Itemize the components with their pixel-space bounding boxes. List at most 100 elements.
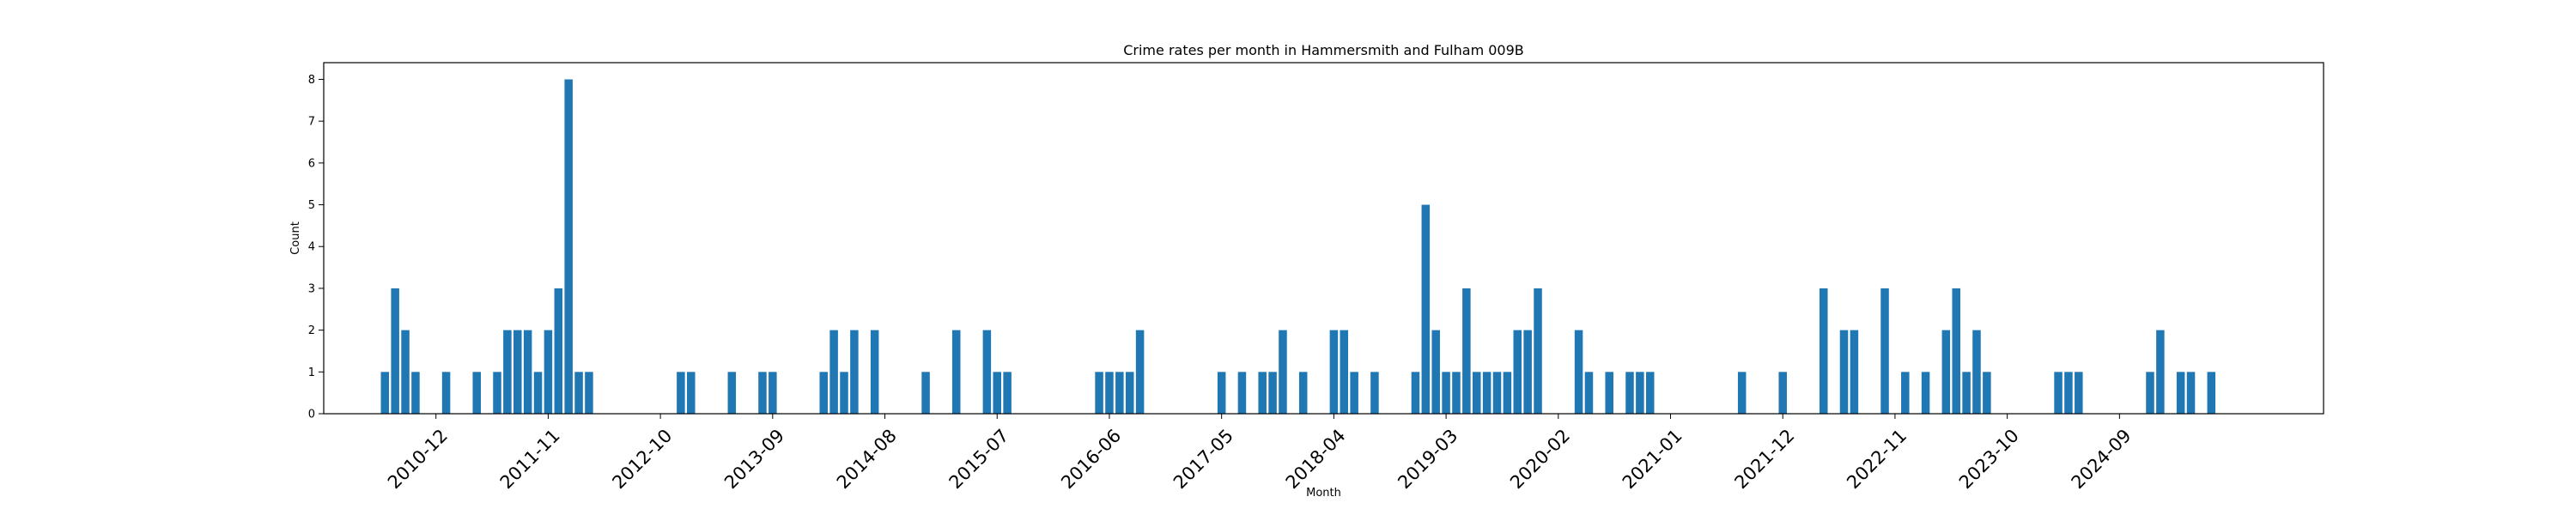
- bar: [829, 330, 838, 414]
- bar: [1452, 372, 1461, 414]
- bar: [1003, 372, 1012, 414]
- bar: [503, 330, 512, 414]
- bar: [1901, 372, 1910, 414]
- bar: [1941, 330, 1951, 414]
- bar: [1370, 372, 1379, 414]
- y-tick-label: 7: [308, 116, 315, 129]
- bar: [951, 330, 961, 414]
- bar: [1778, 372, 1787, 414]
- bar: [1605, 372, 1613, 414]
- bar: [1421, 204, 1431, 414]
- bar: [544, 330, 553, 414]
- bar: [533, 372, 543, 414]
- y-tick-label: 3: [308, 282, 315, 295]
- x-tick-label: 2013-09: [720, 425, 788, 493]
- bar: [993, 372, 1002, 414]
- bar: [1850, 330, 1859, 414]
- bar: [1839, 330, 1849, 414]
- bar: [585, 372, 593, 414]
- bar: [1645, 372, 1655, 414]
- x-tick-label: 2024-09: [2068, 425, 2136, 493]
- bar: [1431, 330, 1440, 414]
- bar: [1258, 372, 1267, 414]
- bar: [819, 372, 829, 414]
- bar: [2146, 372, 2154, 414]
- bars-group: [380, 79, 2216, 414]
- y-tick-label: 6: [308, 157, 315, 170]
- bar: [1972, 330, 1981, 414]
- bar: [850, 330, 859, 414]
- bar: [1115, 372, 1124, 414]
- bar: [554, 288, 563, 414]
- x-tick-label: 2023-10: [1955, 425, 2023, 493]
- y-tick-label: 1: [308, 367, 315, 379]
- y-axis-ticks: 0 1 2 3 4 5 6 7 8: [308, 74, 324, 421]
- x-tick-label: 2015-07: [945, 425, 1013, 493]
- bar: [564, 79, 573, 414]
- y-tick-label: 5: [308, 199, 315, 212]
- bar: [1636, 372, 1644, 414]
- bar: [1279, 330, 1287, 414]
- bar: [1482, 372, 1492, 414]
- bar: [493, 372, 501, 414]
- y-tick-label: 0: [308, 409, 315, 421]
- x-tick-label: 2016-06: [1057, 425, 1125, 493]
- bar: [769, 372, 777, 414]
- y-tick-label: 8: [308, 74, 315, 87]
- bar: [472, 372, 481, 414]
- bar: [1921, 372, 1930, 414]
- bar: [1411, 372, 1420, 414]
- bar: [1329, 330, 1339, 414]
- bar: [2186, 372, 2196, 414]
- bar: [1237, 372, 1247, 414]
- bar: [1584, 372, 1594, 414]
- bar: [921, 372, 930, 414]
- x-tick-label: 2014-08: [833, 425, 901, 493]
- bar: [391, 288, 399, 414]
- bar: [1962, 372, 1971, 414]
- x-axis-ticks: 2010-12 2011-11 2012-10 2013-09 2014-08 2015-…: [384, 414, 2136, 493]
- x-tick-label: 2021-12: [1730, 425, 1798, 493]
- bar: [1298, 372, 1308, 414]
- x-axis-label: Month: [1306, 487, 1341, 500]
- x-tick-label: 2019-03: [1394, 425, 1461, 493]
- x-tick-label: 2010-12: [384, 425, 452, 493]
- bar: [1462, 288, 1471, 414]
- x-tick-label: 2012-10: [608, 425, 676, 493]
- bar: [982, 330, 992, 414]
- bar: [441, 372, 451, 414]
- bar: [2075, 372, 2083, 414]
- bar: [1472, 372, 1481, 414]
- bar: [1125, 372, 1134, 414]
- bar: [380, 372, 390, 414]
- bar: [687, 372, 696, 414]
- bar: [1513, 330, 1522, 414]
- bar: [1105, 372, 1114, 414]
- chart-title: Crime rates per month in Hammersmith and…: [1123, 42, 1524, 58]
- bar: [1268, 372, 1277, 414]
- bar: [677, 372, 685, 414]
- bar: [840, 372, 848, 414]
- bar: [1492, 372, 1502, 414]
- bar: [2156, 330, 2165, 414]
- bar: [523, 330, 532, 414]
- bar: [411, 372, 420, 414]
- x-tick-label: 2020-02: [1506, 425, 1574, 493]
- y-tick-label: 2: [308, 324, 315, 337]
- bar: [1737, 372, 1747, 414]
- bar: [1819, 288, 1828, 414]
- bar: [1952, 288, 1960, 414]
- bar: [401, 330, 410, 414]
- bar: [758, 372, 767, 414]
- y-tick-label: 4: [308, 241, 315, 254]
- bar: [1350, 372, 1358, 414]
- x-tick-label: 2018-04: [1282, 425, 1350, 493]
- bar: [1503, 372, 1512, 414]
- x-tick-label: 2011-11: [496, 425, 564, 493]
- bar: [1983, 372, 1991, 414]
- bar: [1217, 372, 1226, 414]
- bar: [2176, 372, 2185, 414]
- bar: [2207, 372, 2216, 414]
- bar: [1574, 330, 1583, 414]
